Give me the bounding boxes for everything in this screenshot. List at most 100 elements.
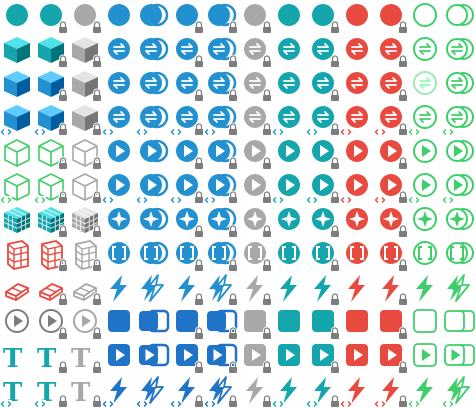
eraser-icon bbox=[5, 283, 29, 301]
bolt-double-icon bbox=[204, 376, 238, 408]
bolt-icon bbox=[306, 377, 340, 408]
cube-lock-icon bbox=[68, 34, 102, 68]
arrows-circle-code-lock-icon bbox=[374, 102, 408, 136]
play-square-outline-icon bbox=[413, 343, 437, 367]
arrows-circle-icon bbox=[312, 72, 340, 102]
arrows-circle-lock-icon bbox=[306, 34, 340, 68]
grid-cube-icon bbox=[0, 204, 34, 238]
arrows-ring-double-code-icon bbox=[442, 102, 476, 136]
play-circle-double-code-icon bbox=[136, 170, 170, 204]
rounded-square-icon bbox=[340, 306, 374, 340]
bolt-lock-icon bbox=[306, 272, 340, 306]
text-t-lock-icon: T bbox=[68, 340, 102, 374]
star-ring-double-icon bbox=[446, 208, 474, 230]
arrows-circle-icon bbox=[380, 38, 408, 68]
grid-cube-icon bbox=[37, 207, 68, 238]
rounded-square-lock-icon bbox=[306, 306, 340, 340]
bracket-circle-lock-icon bbox=[238, 238, 272, 272]
arrows-circle-icon bbox=[102, 68, 136, 102]
star-ring-icon bbox=[413, 207, 437, 231]
star-circle-double-icon bbox=[208, 207, 238, 238]
arrows-ring-icon bbox=[408, 34, 442, 68]
arrows-circle-icon bbox=[340, 68, 374, 102]
rounded-square-icon bbox=[278, 310, 300, 332]
star-circle-icon bbox=[102, 204, 136, 238]
cube-outline-icon bbox=[38, 139, 68, 170]
bolt-icon bbox=[408, 272, 442, 306]
arrows-ring-double-icon bbox=[446, 72, 474, 94]
play-circle-icon bbox=[102, 136, 136, 170]
cube-icon bbox=[0, 105, 30, 136]
play-square-outline-double-icon bbox=[442, 340, 476, 374]
bracket-ring-icon bbox=[413, 241, 437, 265]
bracket-circle-icon bbox=[176, 242, 204, 272]
cube-code-icon bbox=[0, 102, 34, 136]
text-t-glyph: T bbox=[71, 378, 91, 408]
star-circle-icon bbox=[340, 204, 374, 238]
bracket-circle-double-icon bbox=[136, 238, 170, 272]
text-t-code-lock-icon: T bbox=[34, 374, 68, 408]
play-square-outline-double-icon bbox=[444, 344, 475, 366]
arrows-circle-icon bbox=[278, 72, 300, 94]
circle-lock-icon bbox=[374, 0, 408, 34]
play-circle-double-icon bbox=[140, 139, 169, 163]
bracket-circle-icon bbox=[278, 242, 300, 264]
arrows-circle-lock-icon bbox=[170, 34, 204, 68]
bolt-code-icon bbox=[272, 374, 306, 408]
star-circle-icon bbox=[244, 208, 272, 238]
play-square-icon bbox=[108, 344, 130, 366]
arrows-circle-lock-icon bbox=[238, 68, 272, 102]
rounded-square-lock-icon bbox=[374, 306, 408, 340]
arrows-circle-icon bbox=[176, 38, 204, 68]
star-circle-lock-icon bbox=[170, 204, 204, 238]
play-ring-icon bbox=[73, 309, 102, 340]
ring-double-icon bbox=[442, 0, 476, 34]
square-outline-double-icon bbox=[444, 310, 475, 332]
play-circle-double-icon bbox=[136, 136, 170, 170]
bolt-icon bbox=[374, 377, 408, 408]
bolt-lock-icon bbox=[238, 272, 272, 306]
grid-cube-icon bbox=[71, 207, 102, 238]
play-square-double-icon bbox=[139, 343, 170, 367]
arrows-ring-code-icon bbox=[408, 102, 442, 136]
arrows-ring-faded-icon bbox=[408, 68, 442, 102]
play-square-double-icon bbox=[136, 340, 170, 374]
arrows-circle-icon bbox=[102, 106, 130, 136]
cube-icon bbox=[0, 68, 34, 102]
bolt-double-icon bbox=[136, 272, 170, 306]
bracket-circle-icon bbox=[272, 238, 306, 272]
cube-outline-code-lock-icon bbox=[34, 170, 68, 204]
cube-outline-lock-icon bbox=[68, 136, 102, 170]
circle-icon bbox=[272, 0, 306, 34]
arrows-circle-icon bbox=[272, 34, 306, 68]
bracket-ring-icon bbox=[408, 238, 442, 272]
arrows-circle-icon bbox=[176, 72, 204, 102]
circle-lock-icon bbox=[170, 0, 204, 34]
play-circle-icon bbox=[170, 174, 204, 204]
play-square-icon bbox=[176, 344, 204, 374]
play-square-icon bbox=[346, 344, 368, 366]
play-ring-icon bbox=[408, 136, 442, 170]
bolt-icon bbox=[178, 275, 204, 306]
cube-outline-icon bbox=[0, 136, 34, 170]
bolt-icon bbox=[246, 377, 272, 408]
circle-double-icon bbox=[208, 3, 238, 34]
cube-outline-icon bbox=[4, 139, 30, 167]
rounded-square-lock-icon bbox=[170, 306, 204, 340]
star-circle-double-lock-icon bbox=[204, 204, 238, 238]
bracket-circle-lock-icon bbox=[374, 238, 408, 272]
bracket-circle-lock-icon bbox=[306, 238, 340, 272]
play-ring-double-icon bbox=[446, 140, 474, 162]
cube-icon bbox=[0, 34, 34, 68]
circle-lock-icon bbox=[306, 0, 340, 34]
arrows-ring-double-icon bbox=[442, 34, 476, 68]
text-t-icon: T bbox=[71, 344, 102, 374]
rounded-square-icon bbox=[176, 310, 204, 340]
circle-lock-icon bbox=[68, 0, 102, 34]
play-circle-code-icon bbox=[272, 170, 306, 204]
bolt-icon bbox=[382, 275, 408, 306]
play-square-icon bbox=[340, 340, 374, 374]
bolt-icon bbox=[408, 377, 433, 408]
play-circle-lock-icon bbox=[238, 170, 272, 204]
circle-icon bbox=[6, 4, 28, 26]
